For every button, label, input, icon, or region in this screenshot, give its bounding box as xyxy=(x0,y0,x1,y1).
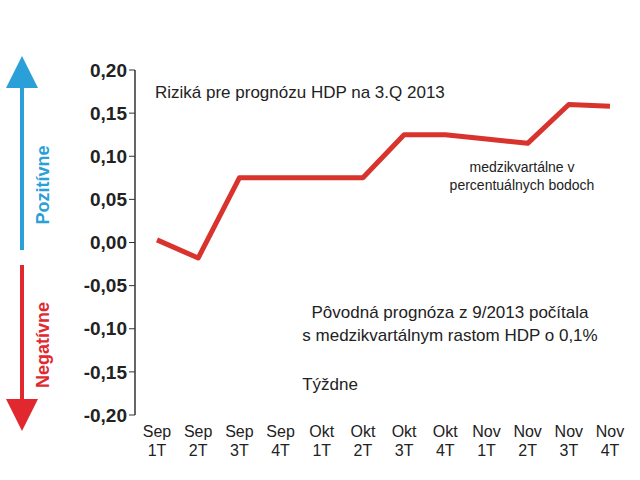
svg-text:0,15: 0,15 xyxy=(90,103,127,124)
svg-text:Nov3T: Nov3T xyxy=(555,423,583,459)
svg-text:0,10: 0,10 xyxy=(90,146,127,167)
svg-text:0,05: 0,05 xyxy=(90,189,127,210)
svg-text:Nov1T: Nov1T xyxy=(472,423,500,459)
svg-text:-0,10: -0,10 xyxy=(84,318,127,339)
svg-text:Nov4T: Nov4T xyxy=(596,423,624,459)
svg-text:medzikvartálne vpercentuálnych: medzikvartálne vpercentuálnych bodoch xyxy=(450,159,595,193)
svg-text:Sep1T: Sep1T xyxy=(143,423,172,459)
svg-text:-0,20: -0,20 xyxy=(84,405,127,426)
svg-text:Sep3T: Sep3T xyxy=(225,423,254,459)
svg-text:Riziká pre prognózu HDP na 3.Q: Riziká pre prognózu HDP na 3.Q 2013 xyxy=(155,83,445,102)
svg-text:Sep4T: Sep4T xyxy=(266,423,295,459)
svg-text:Pôvodná prognóza z 9/2013 počí: Pôvodná prognóza z 9/2013 počítalas medz… xyxy=(302,303,597,345)
svg-text:Týždne: Týždne xyxy=(302,375,358,394)
svg-text:Negatívne: Negatívne xyxy=(33,302,53,388)
svg-text:Okt3T: Okt3T xyxy=(392,423,417,459)
svg-text:Pozitívne: Pozitívne xyxy=(33,145,53,224)
svg-text:Okt4T: Okt4T xyxy=(433,423,458,459)
svg-text:-0,15: -0,15 xyxy=(84,362,128,383)
svg-text:Nov2T: Nov2T xyxy=(513,423,541,459)
svg-text:0,00: 0,00 xyxy=(90,232,127,253)
svg-text:Okt2T: Okt2T xyxy=(350,423,375,459)
svg-text:Sep2T: Sep2T xyxy=(184,423,213,459)
svg-text:Okt1T: Okt1T xyxy=(309,423,334,459)
svg-text:-0,05: -0,05 xyxy=(84,275,128,296)
svg-text:0,20: 0,20 xyxy=(90,60,127,81)
